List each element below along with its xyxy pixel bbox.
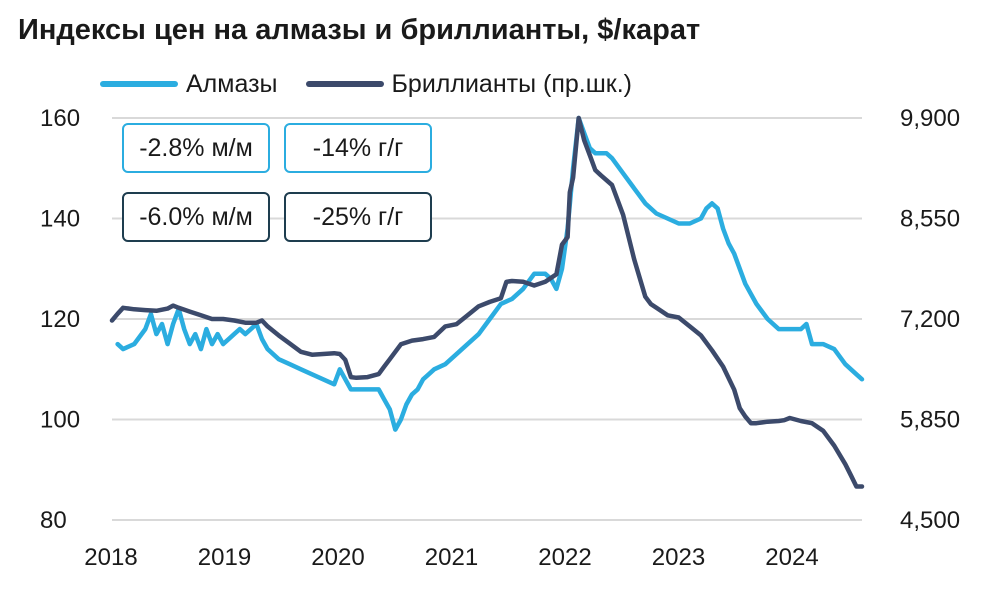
series-lines — [109, 115, 865, 489]
badge-diamonds-mom: -2.8% м/м — [122, 123, 270, 173]
legend-item-diamonds: Алмазы — [100, 70, 278, 99]
y-left-tick-label: 140 — [40, 206, 80, 233]
legend: Алмазы Бриллианты (пр.шк.) — [100, 68, 660, 100]
badge-polished-mom: -6.0% м/м — [122, 192, 270, 242]
badge-diamonds-yoy: -14% г/г — [284, 123, 432, 173]
y-right-tick-label: 9,900 — [900, 105, 960, 132]
y-right-tick-label: 7,200 — [900, 306, 960, 333]
series-line-diamonds — [115, 115, 865, 432]
x-tick-label: 2020 — [311, 544, 364, 571]
legend-swatch-diamonds — [100, 81, 178, 87]
x-tick-label: 2019 — [198, 544, 251, 571]
y-right-tick-label: 4,500 — [900, 507, 960, 534]
y-left-tick-label: 120 — [40, 306, 80, 333]
x-tick-label: 2023 — [652, 544, 705, 571]
x-axis: 2018 2019 2020 2021 2022 2023 2024 — [84, 544, 818, 571]
chart-title: Индексы цен на алмазы и бриллианты, $/ка… — [18, 14, 701, 46]
y-left-tick-label: 80 — [40, 507, 67, 534]
legend-swatch-polished — [305, 81, 384, 87]
legend-label-polished: Бриллианты (пр.шк.) — [391, 69, 632, 98]
left-axis: 80 100 120 140 160 — [40, 105, 80, 534]
y-left-tick-label: 100 — [40, 407, 80, 434]
x-tick-label: 2021 — [425, 544, 478, 571]
series-line-polished — [109, 115, 865, 489]
y-left-tick-label: 160 — [40, 105, 80, 132]
y-right-tick-label: 8,550 — [900, 206, 960, 233]
legend-item-polished: Бриллианты (пр.шк.) — [305, 69, 632, 99]
x-tick-label: 2022 — [538, 544, 591, 571]
right-axis: 4,500 5,850 7,200 8,550 9,900 — [900, 105, 960, 534]
legend-label-diamonds: Алмазы — [186, 69, 278, 98]
x-tick-label: 2018 — [84, 544, 137, 571]
y-right-tick-label: 5,850 — [900, 407, 960, 434]
badge-polished-yoy: -25% г/г — [284, 192, 432, 242]
x-tick-label: 2024 — [765, 544, 818, 571]
